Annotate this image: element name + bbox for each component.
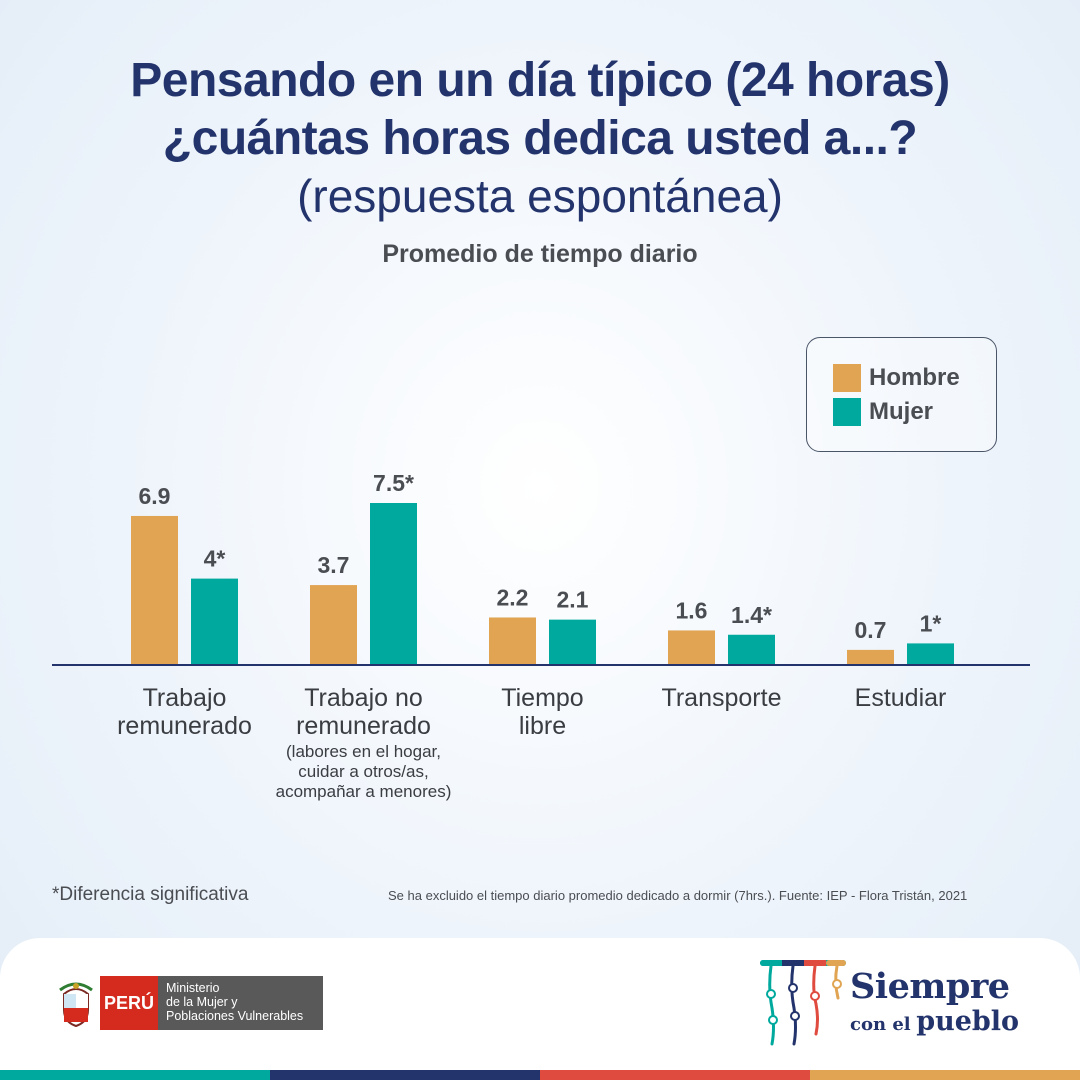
bar-mujer (907, 643, 954, 665)
category-label: remunerado (296, 712, 431, 740)
bar-mujer (728, 634, 775, 665)
bar-mujer (370, 503, 417, 665)
category-label: Trabajo (143, 684, 227, 712)
data-label-hombre: 2.2 (497, 584, 529, 610)
bar-hombre (131, 515, 178, 665)
peru-badge: PERÚ (100, 976, 158, 1030)
data-label-mujer: 1* (920, 610, 942, 636)
category-label: libre (519, 712, 566, 740)
data-label-hombre: 1.6 (676, 597, 708, 623)
data-label-hombre: 0.7 (855, 617, 887, 643)
category-label: Estudiar (855, 684, 947, 712)
data-label-mujer: 4* (204, 546, 226, 572)
category-note: cuidar a otros/as, (298, 762, 428, 781)
ministry-line-3: Poblaciones Vulnerables (166, 1009, 304, 1023)
bar-hombre (668, 630, 715, 665)
stripe-segment (270, 1070, 541, 1080)
ministry-line-1: Ministerio (166, 981, 220, 995)
bar-mujer (191, 578, 238, 665)
woven-threads-logo-icon (760, 960, 846, 1046)
stripe-segment (810, 1070, 1080, 1080)
category-label: remunerado (117, 712, 252, 740)
data-label-mujer: 7.5* (373, 470, 414, 496)
bar-mujer (549, 619, 596, 665)
brand-name-small: con el (850, 1014, 911, 1035)
bar-hombre (310, 585, 357, 665)
category-label: Transporte (662, 684, 782, 712)
legend-swatch-mujer (833, 398, 861, 426)
ministry-line-2: de la Mujer y (166, 995, 238, 1009)
chart-legend: Hombre Mujer (806, 337, 997, 452)
stripe-segment (540, 1070, 811, 1080)
data-label-mujer: 2.1 (557, 587, 589, 613)
brand-name-line-1: Siempre (850, 966, 1010, 1007)
bar-hombre (489, 617, 536, 665)
category-note: acompañar a menores) (276, 782, 452, 801)
title-line-3: (respuesta espontánea) (297, 170, 783, 222)
data-label-mujer: 1.4* (731, 602, 772, 628)
data-label-hombre: 3.7 (318, 552, 350, 578)
category-note: (labores en el hogar, (286, 742, 441, 761)
legend-label-mujer: Mujer (869, 398, 934, 425)
source-note: Se ha excluido el tiempo diario promedio… (388, 888, 968, 903)
title-line-2: ¿cuántas horas dedica usted a...? (162, 112, 918, 165)
category-label: Trabajo no (304, 684, 423, 712)
legend-label-hombre: Hombre (869, 364, 960, 391)
legend-swatch-hombre (833, 364, 861, 392)
chart-title: Pensando en un día típico (24 horas) ¿cu… (0, 52, 1080, 168)
legend-item-mujer: Mujer (833, 398, 933, 426)
footnote: *Diferencia significativa (52, 884, 249, 905)
stripe-segment (0, 1070, 271, 1080)
chart-subtitle: Promedio de tiempo diario (382, 240, 698, 268)
ministry-label: Ministerio de la Mujer y Poblaciones Vul… (158, 976, 323, 1030)
bar-hombre (847, 649, 894, 665)
category-label: Tiempo (501, 684, 583, 712)
data-label-hombre: 6.9 (139, 483, 171, 509)
coat-of-arms-icon (59, 982, 93, 1028)
title-line-1: Pensando en un día típico (24 horas) (130, 54, 950, 107)
brand-name-line-2: con el pueblo (850, 1006, 1019, 1037)
legend-item-hombre: Hombre (833, 364, 960, 392)
brand-name-big: pueblo (916, 1006, 1020, 1037)
